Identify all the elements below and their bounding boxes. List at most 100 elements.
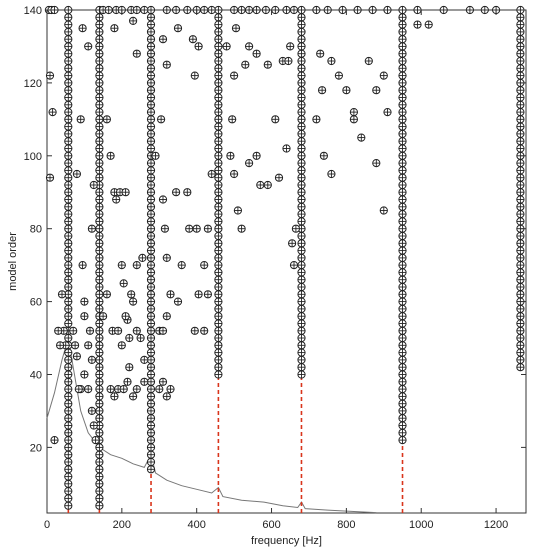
pole-marker xyxy=(207,169,216,179)
pole-marker xyxy=(278,56,287,66)
pole-marker xyxy=(297,188,306,197)
pole-marker xyxy=(252,151,261,160)
pole-marker xyxy=(146,188,156,197)
pole-marker xyxy=(516,261,525,270)
pole-marker xyxy=(480,5,489,15)
pole-marker xyxy=(214,319,223,328)
pole-marker xyxy=(291,224,300,233)
pole-marker xyxy=(140,5,149,15)
pole-marker xyxy=(289,261,299,270)
pole-marker xyxy=(95,217,104,226)
pole-marker xyxy=(297,253,306,262)
pole-marker xyxy=(95,326,104,335)
pole-marker xyxy=(146,27,156,36)
pole-marker xyxy=(110,392,119,401)
pole-marker xyxy=(398,377,407,386)
pole-marker xyxy=(64,115,73,124)
pole-marker xyxy=(95,363,104,372)
pole-marker xyxy=(188,35,197,44)
pole-marker xyxy=(516,180,525,190)
pole-marker xyxy=(95,399,104,408)
pole-marker xyxy=(372,159,381,168)
pole-marker xyxy=(297,78,306,88)
pole-marker xyxy=(155,385,164,394)
pole-marker xyxy=(398,421,407,430)
pole-marker xyxy=(64,253,73,262)
pole-marker xyxy=(312,5,321,15)
pole-marker xyxy=(214,246,223,255)
pole-marker xyxy=(398,282,407,292)
pole-marker xyxy=(84,341,93,350)
pole-marker xyxy=(516,56,525,66)
pole-marker xyxy=(214,282,223,292)
pole-marker xyxy=(95,465,104,474)
pole-marker xyxy=(233,206,242,215)
pole-marker xyxy=(214,122,223,131)
pole-marker xyxy=(146,64,156,73)
pole-marker xyxy=(95,71,104,80)
pole-marker xyxy=(95,348,104,357)
pole-marker xyxy=(146,253,156,262)
pole-marker xyxy=(398,436,407,445)
pole-marker xyxy=(516,166,525,175)
pole-marker xyxy=(146,246,156,255)
pole-marker xyxy=(398,385,407,394)
pole-marker xyxy=(70,341,80,350)
pole-marker xyxy=(297,93,306,102)
pole-marker xyxy=(64,86,73,95)
pole-marker xyxy=(297,341,306,350)
pole-marker xyxy=(72,169,82,179)
pole-marker xyxy=(297,231,306,241)
pole-marker xyxy=(214,363,223,372)
pole-marker xyxy=(231,24,241,33)
pole-marker xyxy=(121,188,130,197)
pole-marker xyxy=(64,414,73,423)
pole-marker xyxy=(252,49,261,58)
pole-marker xyxy=(64,27,73,36)
pole-marker xyxy=(125,333,134,343)
pole-marker xyxy=(95,159,104,168)
pole-marker xyxy=(146,224,156,233)
pole-marker xyxy=(398,100,407,109)
pole-marker xyxy=(297,122,306,131)
pole-marker xyxy=(95,428,104,437)
pole-marker xyxy=(263,180,272,190)
pole-marker xyxy=(398,195,407,204)
pole-marker xyxy=(64,363,73,372)
pole-marker xyxy=(146,231,156,241)
pole-marker xyxy=(64,487,73,496)
pole-marker xyxy=(64,100,73,109)
pole-marker xyxy=(95,56,104,66)
pole-marker xyxy=(214,210,223,219)
pole-marker xyxy=(297,64,306,73)
pole-marker xyxy=(214,86,223,95)
pole-marker xyxy=(84,42,93,51)
pole-marker xyxy=(140,355,149,364)
pole-marker xyxy=(146,428,156,437)
pole-marker xyxy=(297,13,306,22)
pole-marker xyxy=(162,392,171,401)
pole-marker xyxy=(516,144,525,153)
pole-marker xyxy=(80,312,89,321)
pole-marker xyxy=(516,159,525,168)
pole-marker xyxy=(146,457,156,467)
pole-marker xyxy=(207,5,216,15)
pole-marker xyxy=(398,363,407,372)
pole-marker xyxy=(95,202,104,211)
pole-marker xyxy=(146,392,156,401)
pole-marker xyxy=(214,239,223,248)
pole-marker xyxy=(297,202,306,211)
pole-marker xyxy=(398,268,407,277)
x-tick-label: 600 xyxy=(262,519,280,531)
pole-marker xyxy=(106,151,115,160)
pole-marker xyxy=(146,78,156,88)
pole-marker xyxy=(214,5,223,15)
pole-marker xyxy=(146,20,156,29)
pole-marker xyxy=(45,71,55,80)
pole-marker xyxy=(214,195,223,204)
pole-marker xyxy=(64,348,73,357)
pole-marker xyxy=(64,436,73,445)
pole-marker xyxy=(64,333,73,343)
pole-marker xyxy=(95,20,104,29)
pole-marker xyxy=(64,151,73,160)
